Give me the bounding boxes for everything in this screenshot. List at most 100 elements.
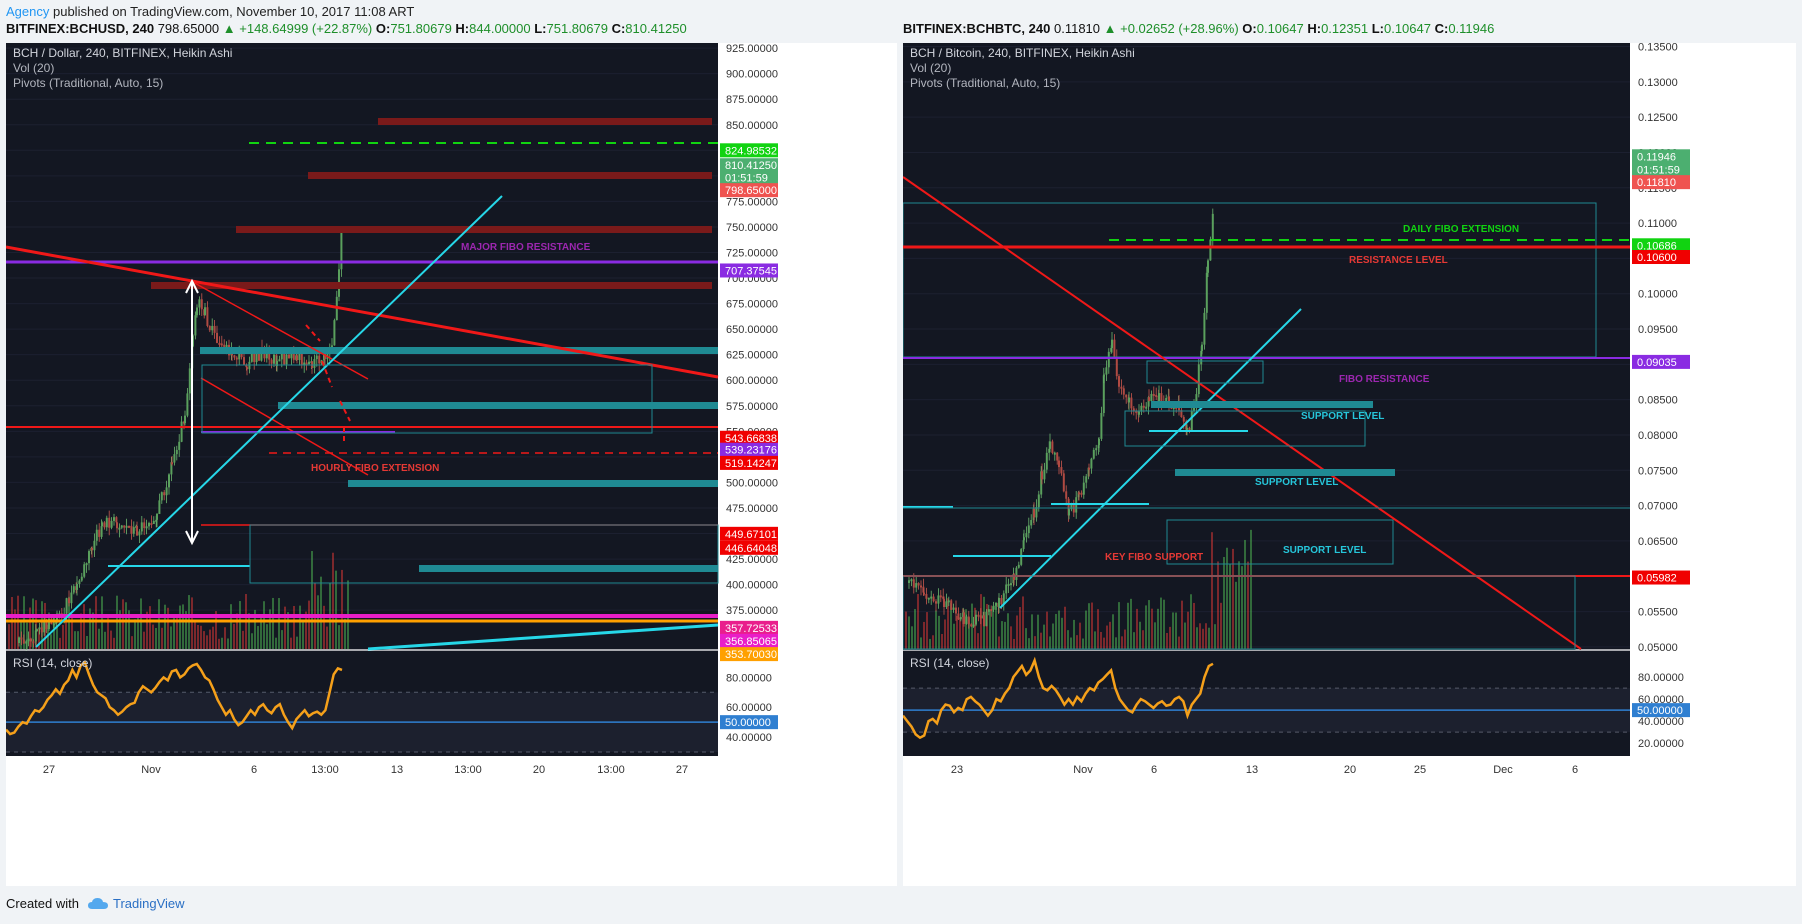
right-open: 0.10647 (1256, 21, 1304, 36)
volume-bar (194, 620, 196, 649)
volume-bar (221, 637, 223, 649)
volume-bar (47, 624, 49, 649)
volume-bar (1208, 627, 1210, 649)
tradingview-logo[interactable]: TradingView (87, 896, 185, 911)
candle-body (1092, 449, 1095, 459)
candle-body (937, 595, 940, 604)
candle-body (1085, 476, 1088, 483)
volume-bar (161, 627, 163, 649)
price-tick-label: 0.10000 (1638, 289, 1678, 301)
price-badge (720, 540, 778, 555)
volume-bar (209, 629, 211, 649)
right-symbol: BITFINEX:BCHBTC, 240 (903, 21, 1051, 36)
volume-bar (146, 611, 148, 649)
legend-line: Pivots (Traditional, Auto, 15) (13, 76, 163, 90)
volume-bar (89, 608, 91, 649)
price-badge-label: 0.11810 (1637, 177, 1676, 189)
volume-bar (1148, 600, 1150, 649)
volume-bar (152, 624, 154, 649)
volume-bar (968, 617, 970, 649)
volume-bar (128, 610, 130, 649)
legend-line: Pivots (Traditional, Auto, 15) (910, 76, 1060, 90)
candle-body (288, 354, 290, 359)
price-tick-label: 0.13500 (1638, 43, 1678, 54)
price-tick-label: 375.00000 (726, 605, 778, 617)
candle-body (85, 563, 88, 566)
candle-body (175, 449, 178, 455)
volume-bar (908, 616, 910, 649)
bchbtc-chart[interactable]: 0.135000.130000.125000.120000.115000.110… (903, 43, 1796, 886)
price-tick-label: 725.00000 (726, 247, 778, 259)
candle-body (308, 361, 310, 365)
tradingview-brand: TradingView (112, 896, 185, 911)
candle-body (1040, 471, 1043, 495)
publisher-name[interactable]: Agency (6, 4, 50, 19)
volume-bar (992, 606, 994, 649)
price-badge (1632, 175, 1690, 190)
candle-body (1115, 357, 1118, 377)
volume-bar (23, 596, 25, 649)
price-tick-label: 0.11000 (1638, 218, 1677, 230)
candle-body (98, 529, 101, 537)
volume-bar (137, 615, 139, 649)
volume-bar (80, 613, 82, 649)
candle-body (292, 353, 295, 360)
volume-bar (950, 603, 952, 649)
left-low: 751.80679 (546, 21, 608, 36)
volume-bar (1238, 561, 1240, 649)
candle-body (1190, 411, 1193, 431)
annotation-label: MAJOR FIBO RESISTANCE (461, 242, 591, 253)
volume-bar (1247, 561, 1249, 649)
volume-bar (1109, 621, 1111, 649)
volume-bar (1220, 602, 1222, 649)
volume-bar (338, 625, 340, 649)
volume-bar (1139, 621, 1141, 649)
price-badge (720, 620, 778, 635)
volume-bar (1130, 598, 1132, 649)
volume-bar (1118, 602, 1120, 649)
volume-bar (155, 627, 157, 649)
bchbtc-chart-panel[interactable]: 0.135000.130000.125000.120000.115000.110… (903, 43, 1796, 886)
price-badge-label: 0.10686 (1637, 240, 1677, 252)
candle-body (1000, 598, 1003, 605)
right-price: 0.11810 (1053, 21, 1101, 36)
volume-bar (998, 636, 1000, 649)
left-h-label: H: (455, 21, 470, 36)
time-tick-label: 13 (1246, 764, 1258, 776)
right-symbol-line: BITFINEX:BCHBTC, 240 0.11810 ▲ +0.02652 … (903, 21, 1494, 36)
volume-bar (1172, 612, 1174, 649)
candle-body (160, 492, 163, 501)
candle-body (1067, 498, 1070, 516)
volume-bar (1100, 631, 1102, 649)
rsi-badge-label: 50.00000 (725, 717, 771, 729)
candle-body (1120, 386, 1123, 389)
candle-body (1118, 376, 1120, 387)
volume-bar (65, 618, 67, 649)
rsi-pane-bg (6, 651, 718, 756)
candle-body (91, 547, 93, 551)
volume-bar (1085, 610, 1087, 649)
price-badge (720, 183, 778, 198)
bchusd-chart-panel[interactable]: 925.00000900.00000875.00000850.00000825.… (6, 43, 897, 886)
candle-body (1068, 509, 1070, 516)
support-band (419, 565, 718, 572)
candle-body (1007, 583, 1010, 586)
price-tick-label: 0.12500 (1638, 112, 1678, 124)
candle-body (76, 583, 78, 590)
right-h-label: H: (1307, 21, 1322, 36)
candle-body (143, 522, 146, 529)
price-badge (720, 430, 778, 445)
volume-bar (260, 616, 262, 649)
bchusd-chart[interactable]: 925.00000900.00000875.00000850.00000825.… (6, 43, 897, 886)
volume-bar (932, 635, 934, 649)
price-tick-label: 850.00000 (726, 120, 778, 132)
left-open: 751.80679 (390, 21, 452, 36)
annotations: DAILY FIBO EXTENSION RESISTANCE LEVEL FIBO… (903, 176, 1630, 650)
volume-bar (1055, 613, 1057, 649)
cloud-icon (87, 897, 108, 909)
candle-body (1155, 394, 1158, 397)
price-badge (1632, 149, 1690, 164)
time-tick-label: 20 (533, 764, 545, 776)
volume-bar (257, 626, 259, 649)
price-badge (720, 647, 778, 662)
